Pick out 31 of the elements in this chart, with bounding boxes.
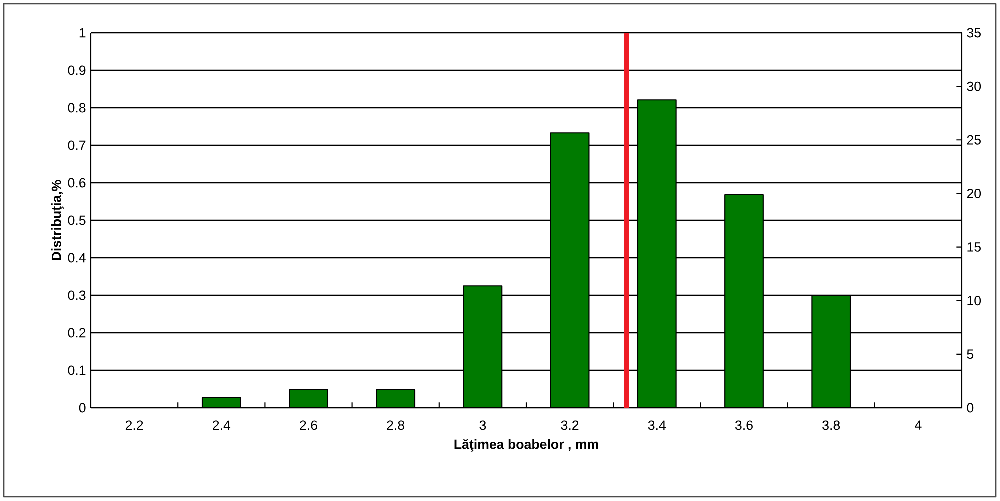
x-tick-label: 2.2 [126,420,144,430]
y2-tick-label: 10 [968,296,982,306]
y-tick-label: 0.3 [68,290,86,300]
x-axis-title: Lăţimea boabelor , mm [454,439,598,452]
y2-tick-label: 35 [967,28,981,38]
y2-tick-label: 30 [967,82,982,92]
y-tick-label: 0 [79,403,86,413]
x-tick-label: 4 [915,420,922,430]
x-tick-label: 2.4 [213,420,231,430]
y-tick-label: 0.5 [68,216,86,226]
y-tick-label: 0.2 [68,328,86,338]
y2-tick-label: 5 [967,350,974,360]
y-tick-label: 0.6 [68,178,86,188]
x-tick-label: 3.2 [561,420,579,430]
y-tick-label: 0.7 [68,140,86,150]
y2-tick-label: 15 [968,242,981,252]
y2-tick-label: 20 [967,189,982,198]
y-axis-title: Distribuţia,% [52,180,64,260]
x-tick-label: 3 [480,420,486,430]
x-tick-label: 3.8 [822,420,840,430]
y2-tick-label: 0 [967,403,974,413]
y-tick-label: 0.4 [68,253,86,263]
x-tick-label: 2.8 [387,420,405,430]
y2-tick-label: 25 [967,135,981,145]
y-tick-label: 0.9 [68,66,86,76]
y-tick-label: 1 [80,28,86,38]
x-tick-label: 3.4 [648,420,666,430]
y-tick-label: 0.1 [68,366,86,376]
x-tick-label: 3.6 [735,420,753,430]
y-tick-label: 0.8 [68,103,86,113]
x-tick-label: 2.6 [300,420,318,430]
